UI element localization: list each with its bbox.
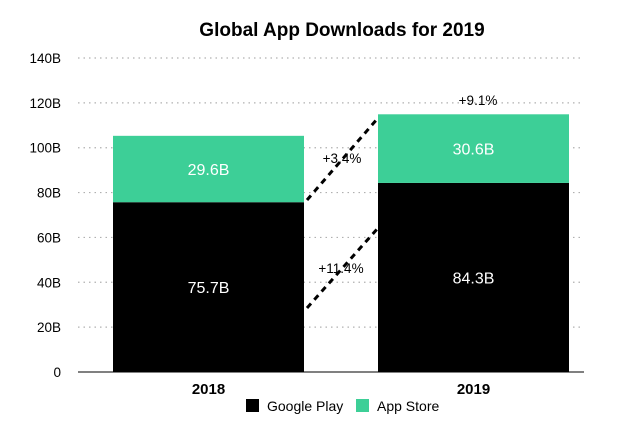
- app-store-connector: [305, 117, 380, 201]
- bar-google-play-2018: [113, 202, 304, 372]
- legend-swatch-app-store: [356, 399, 369, 412]
- bar-google-play-2019: [378, 182, 569, 372]
- chart-title: Global App Downloads for 2019: [199, 20, 484, 41]
- y-tick-label: 20B: [37, 320, 61, 335]
- y-axis: 0 20B 40B 60B 80B 100B 120B 140B: [29, 51, 61, 380]
- bar-label-google-play-2018: 75.7B: [188, 280, 230, 297]
- bar-label-app-store-2018: 29.6B: [188, 162, 230, 179]
- legend: Google Play App Store: [246, 398, 439, 414]
- annotations: +9.1% +3.4% +11.4%: [305, 93, 498, 309]
- legend-item-google-play: Google Play: [246, 398, 343, 414]
- bar-app-store-2019: [378, 114, 569, 183]
- app-store-growth-label: +3.4%: [323, 151, 362, 166]
- y-tick-label: 60B: [37, 230, 61, 245]
- y-tick-label: 80B: [37, 186, 61, 201]
- legend-item-app-store: App Store: [356, 398, 439, 414]
- total-growth-label: +9.1%: [459, 93, 498, 108]
- bar-label-google-play-2019: 84.3B: [453, 270, 495, 287]
- legend-label-google-play: Google Play: [267, 398, 343, 414]
- y-tick-label: 120B: [29, 96, 61, 111]
- x-tick-label: 2018: [192, 381, 225, 398]
- legend-swatch-google-play: [246, 399, 259, 412]
- y-tick-label: 0: [53, 365, 61, 380]
- x-tick-label: 2019: [457, 381, 490, 398]
- y-tick-label: 100B: [29, 141, 61, 156]
- google-play-growth-label: +11.4%: [318, 261, 363, 276]
- bars: 75.7B 29.6B 84.3B 30.6B: [113, 114, 569, 372]
- bar-app-store-2018: [113, 135, 304, 203]
- google-play-connector: [305, 227, 380, 309]
- bar-label-app-store-2019: 30.6B: [453, 142, 495, 159]
- legend-label-app-store: App Store: [377, 398, 439, 414]
- y-tick-label: 40B: [37, 275, 61, 290]
- x-axis: 2018 2019: [192, 381, 490, 398]
- y-tick-label: 140B: [29, 51, 61, 66]
